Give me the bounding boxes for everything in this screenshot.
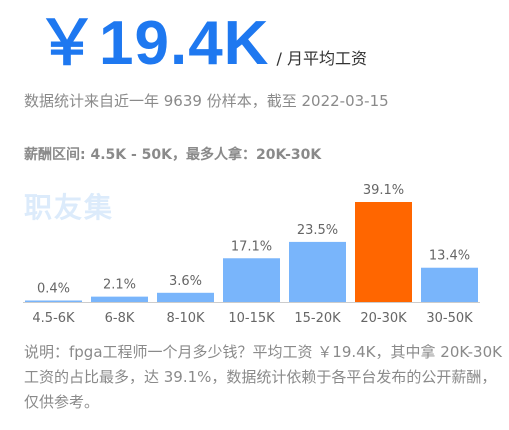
- bar-8-10K: [157, 292, 214, 302]
- salary-distribution-chart: 0.4% 4.5-6K 2.1% 6-8K 3.6% 8-10K 17.1% 10-15K 23…: [23, 183, 480, 326]
- watermark-logo: 职友集: [24, 191, 115, 224]
- bar-30-50K: [421, 267, 478, 302]
- x-tick-label: 8-10K: [166, 311, 205, 326]
- x-tick-label: 4.5-6K: [32, 311, 75, 326]
- bar-value-label: 3.6%: [169, 274, 202, 289]
- average-salary-value: ￥19.4K: [36, 9, 270, 78]
- bar-6-8K: [91, 296, 148, 302]
- x-tick-label: 10-15K: [228, 311, 275, 326]
- data-source-line: 数据统计来自近一年 9639 份样本，截至 2022-03-15: [24, 92, 389, 110]
- x-tick-label: 20-30K: [360, 311, 407, 326]
- bar-4.5-6K: [25, 300, 82, 302]
- bar-10-15K: [223, 258, 280, 302]
- x-tick-label: 6-8K: [105, 311, 135, 326]
- average-salary-row: ￥19.4K / 月平均工资: [36, 8, 367, 80]
- chart-note: 说明：fpga工程师一个月多少钱？平均工资 ￥19.4K，其中拿 20K-30K…: [24, 343, 502, 411]
- x-tick-label: 15-20K: [294, 311, 341, 326]
- bar-value-label: 0.4%: [37, 282, 70, 297]
- bar-value-label: 13.4%: [429, 249, 470, 264]
- bar-value-label: 39.1%: [363, 183, 404, 198]
- x-tick-label: 30-50K: [426, 311, 473, 326]
- salary-range-line: 薪酬区间: 4.5K - 50K，最多人拿：20K-30K: [24, 147, 322, 163]
- salary-unit-label: / 月平均工资: [276, 49, 368, 68]
- bar-value-label: 2.1%: [103, 278, 136, 293]
- bar-value-label: 17.1%: [231, 239, 272, 254]
- bar-15-20K: [289, 241, 346, 302]
- bar-value-label: 23.5%: [297, 223, 338, 238]
- bar-20-30K: [355, 202, 412, 302]
